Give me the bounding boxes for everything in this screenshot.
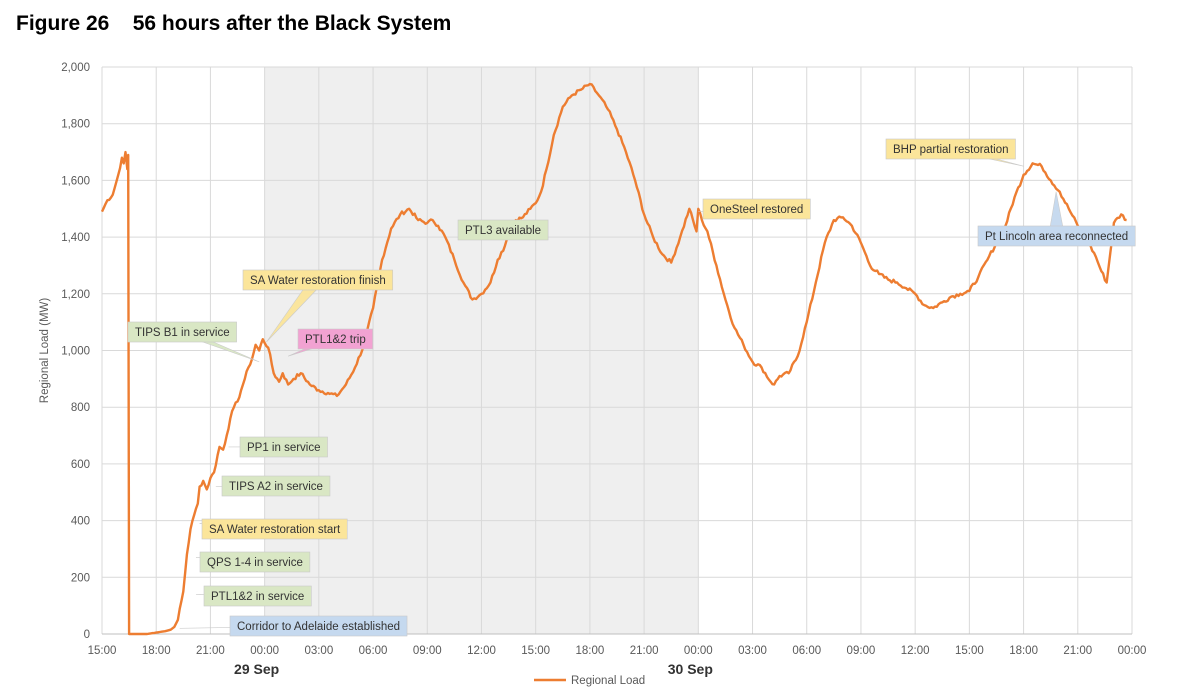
y-tick-label: 1,800 (61, 119, 90, 131)
y-tick-label: 1,000 (61, 346, 90, 358)
x-tick-label: 00:00 (1118, 645, 1147, 657)
annotation-callout: Corridor to Adelaide established (179, 615, 408, 637)
annotation-box (885, 138, 1016, 160)
y-tick-label: 2,000 (61, 62, 90, 74)
annotation-box (702, 198, 811, 220)
annotation-callout: SA Water restoration finish (242, 269, 394, 343)
annotation-box (221, 475, 331, 497)
x-tick-label: 00:00 (250, 645, 279, 657)
annotation-callout: TIPS B1 in service (127, 321, 260, 363)
annotation-label: BHP partial restoration (893, 144, 1008, 156)
annotation-callout: Pt Lincoln area reconnected (977, 191, 1136, 247)
gridline-layer (101, 66, 1133, 635)
y-tick-label: 1,600 (61, 175, 90, 187)
annotation-label: Pt Lincoln area reconnected (985, 231, 1128, 243)
annotation-label: PTL1&2 in service (211, 591, 304, 603)
annotation-callout: PTL1&2 trip (288, 328, 374, 357)
annotation-label: Corridor to Adelaide established (237, 621, 400, 633)
annotation-callout: PP1 in service (228, 436, 328, 458)
x-tick-label: 09:00 (847, 645, 876, 657)
annotation-callout: TIPS A2 in service (215, 475, 331, 497)
series-line-regional-load (100, 82, 1127, 636)
annotation-label: TIPS A2 in service (229, 481, 323, 493)
annotation-label: SA Water restoration start (209, 524, 341, 536)
annotation-label: QPS 1-4 in service (207, 557, 303, 569)
annotation-callout: BHP partial restoration (885, 138, 1024, 167)
annotation-box (297, 328, 374, 350)
y-tick-label: 600 (71, 459, 90, 471)
annotation-label: PP1 in service (247, 442, 321, 454)
annotation-label: OneSteel restored (710, 204, 803, 216)
x-tick-label: 03:00 (738, 645, 767, 657)
x-tick-label: 15:00 (88, 645, 117, 657)
annotation-box (199, 551, 311, 573)
x-tick-label: 21:00 (630, 645, 659, 657)
annotation-callout: PTL3 available (457, 219, 549, 241)
x-tick-label: 03:00 (304, 645, 333, 657)
annotation-label: PTL3 available (465, 225, 541, 237)
annotation-label: SA Water restoration finish (250, 275, 386, 287)
legend: Regional Load (534, 675, 645, 687)
x-tick-label: 12:00 (901, 645, 930, 657)
figure-title: Figure 26 56 hours after the Black Syste… (16, 12, 451, 36)
x-tick-label: 09:00 (413, 645, 442, 657)
x-tick-label: 06:00 (792, 645, 821, 657)
x-tick-label: 12:00 (467, 645, 496, 657)
figure-caption: 56 hours after the Black System (132, 12, 452, 35)
annotation-label: PTL1&2 trip (305, 334, 366, 346)
y-tick-label: 1,400 (61, 232, 90, 244)
annotation-label: TIPS B1 in service (135, 327, 230, 339)
legend-label: Regional Load (571, 675, 645, 687)
figure-label: Figure 26 (16, 12, 110, 35)
annotation-box (229, 615, 408, 637)
annotation-box (977, 225, 1136, 247)
annotation-callout: OneSteel restored (698, 198, 811, 220)
annotation-box (242, 269, 394, 291)
y-tick-label: 800 (71, 402, 90, 414)
y-tick-label: 400 (71, 516, 90, 528)
annotation-box (457, 219, 549, 241)
day-label: 29 Sep (234, 661, 279, 677)
annotation-layer: Corridor to Adelaide established PTL1&2 i… (127, 138, 1136, 637)
x-tick-label: 18:00 (142, 645, 171, 657)
annotation-box (239, 436, 328, 458)
x-tick-label: 15:00 (955, 645, 984, 657)
y-axis-label: Regional Load (MW) (39, 298, 51, 404)
x-tick-label: 06:00 (359, 645, 388, 657)
y-tick-label: 200 (71, 572, 90, 584)
x-tick-label: 00:00 (684, 645, 713, 657)
x-tick-label: 21:00 (1063, 645, 1092, 657)
x-tick-label: 18:00 (1009, 645, 1038, 657)
x-tick-label: 15:00 (521, 645, 550, 657)
x-tick-label: 21:00 (196, 645, 225, 657)
series-layer (100, 82, 1127, 636)
annotation-box (203, 585, 312, 607)
annotation-callout: SA Water restoration start (199, 518, 348, 540)
y-tick-label: 0 (84, 629, 90, 641)
y-tick-label: 1,200 (61, 289, 90, 301)
annotation-box (127, 321, 237, 343)
day-label: 30 Sep (668, 661, 713, 677)
x-tick-label: 18:00 (576, 645, 605, 657)
annotation-callout: QPS 1-4 in service (195, 551, 311, 573)
annotation-callout: PTL1&2 in service (195, 585, 312, 607)
annotation-box (201, 518, 348, 540)
